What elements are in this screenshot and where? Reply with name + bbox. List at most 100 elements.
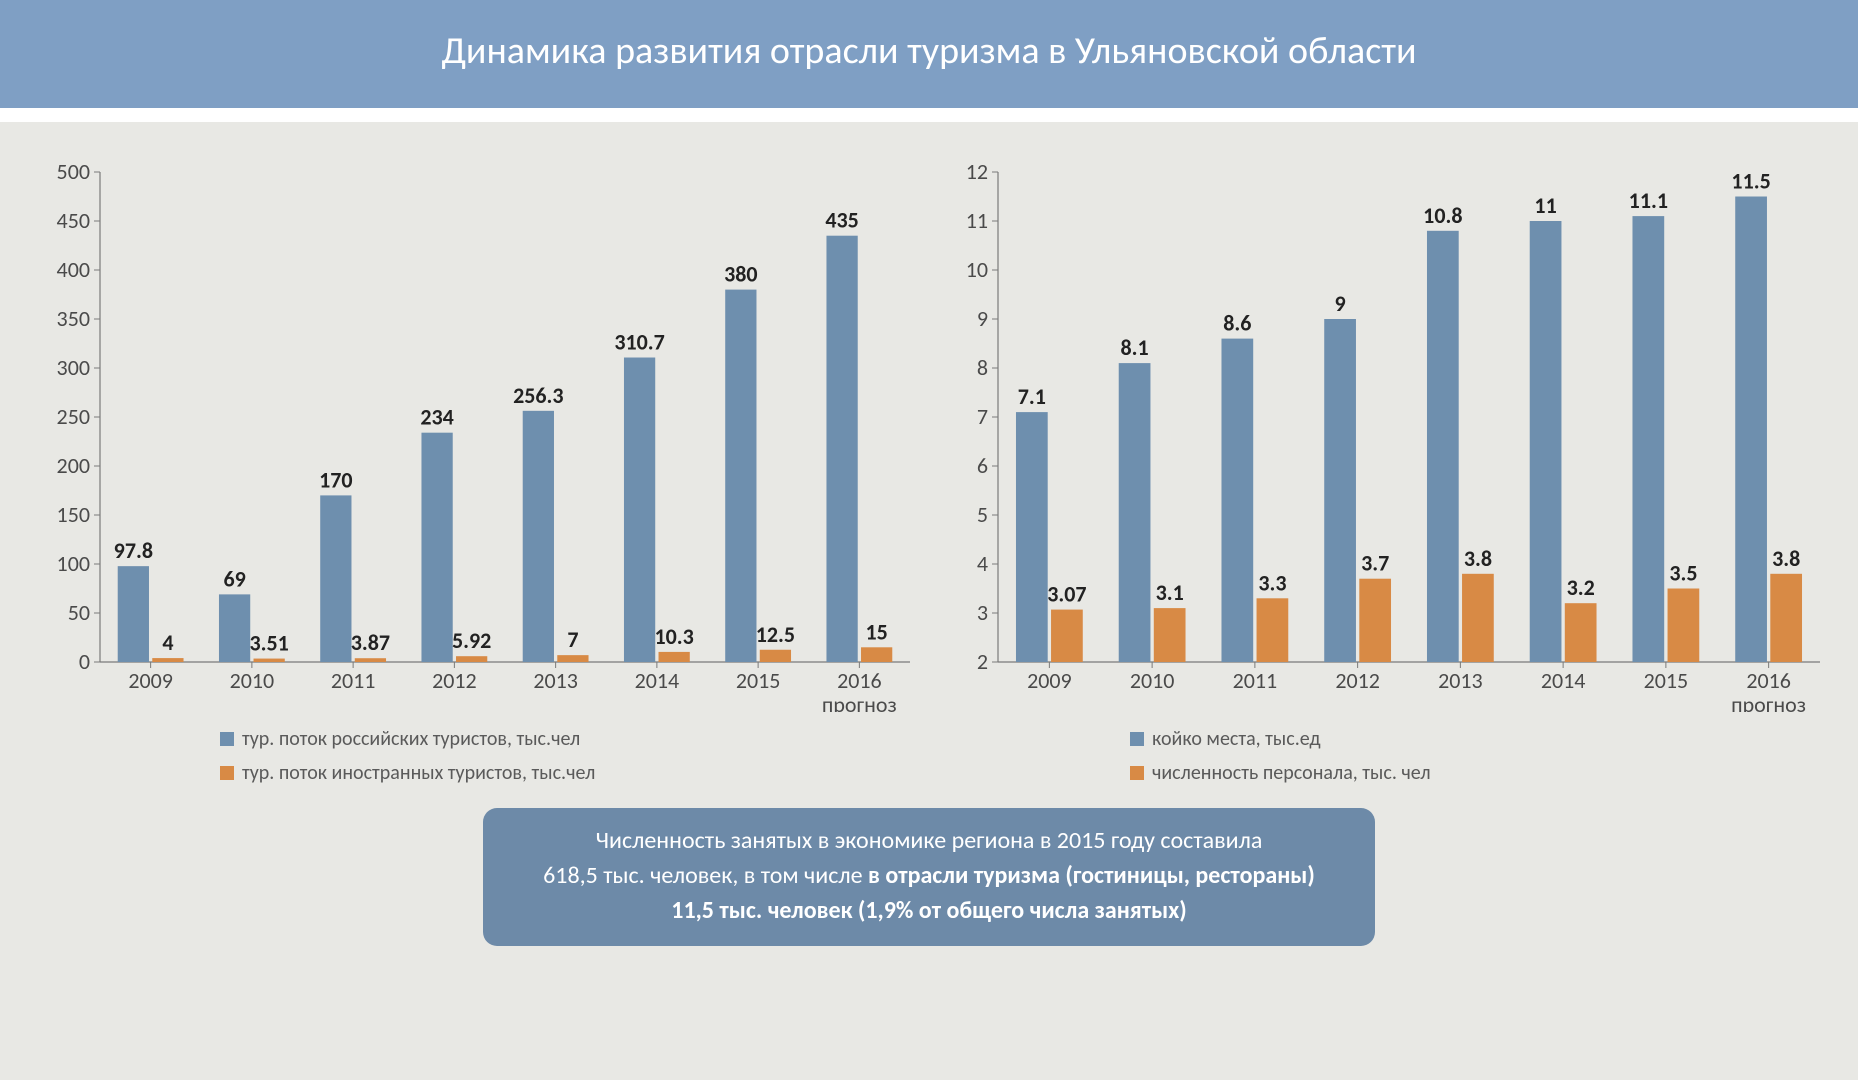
legend-swatch — [1130, 766, 1144, 780]
svg-text:8.1: 8.1 — [1120, 334, 1148, 361]
chart-right-panel: 2 3 4 5 6 7 8 9 10 11 12 2009 7.1 3.07 2010 8.1 3.1 2011 8… — [950, 152, 1830, 790]
svg-text:2010: 2010 — [230, 667, 275, 694]
svg-text:380: 380 — [724, 261, 757, 288]
legend-left: тур. поток российских туристов, тыс.челт… — [40, 722, 920, 790]
svg-text:170: 170 — [319, 466, 352, 493]
svg-text:2011: 2011 — [1233, 667, 1278, 694]
footer-box: Численность занятых в экономике региона … — [483, 808, 1375, 946]
svg-text:3.5: 3.5 — [1669, 560, 1697, 587]
svg-text:200: 200 — [57, 452, 90, 479]
legend-label: койко места, тыс.ед — [1152, 722, 1321, 756]
svg-text:3.51: 3.51 — [249, 630, 288, 657]
svg-text:2014: 2014 — [635, 667, 680, 694]
legend-item: численность персонала, тыс. чел — [1130, 756, 1830, 790]
chart-left-panel: 0 50 100 150 200 250 300 350 400 450 500 2009 97.8 4 2… — [40, 152, 920, 790]
legend-item: койко места, тыс.ед — [1130, 722, 1830, 756]
svg-text:3.07: 3.07 — [1047, 581, 1086, 608]
svg-text:310.7: 310.7 — [614, 329, 664, 356]
svg-text:3.1: 3.1 — [1156, 579, 1184, 606]
svg-text:2: 2 — [977, 648, 988, 675]
svg-text:15: 15 — [865, 618, 887, 645]
svg-text:прогноз: прогноз — [1731, 691, 1806, 712]
legend-label: численность персонала, тыс. чел — [1152, 756, 1431, 790]
svg-text:500: 500 — [57, 158, 90, 185]
legend-item: тур. поток иностранных туристов, тыс.чел — [220, 756, 920, 790]
svg-text:2010: 2010 — [1130, 667, 1175, 694]
legend-swatch — [220, 732, 234, 746]
svg-text:97.8: 97.8 — [114, 537, 153, 564]
page-title-banner: Динамика развития отрасли туризма в Улья… — [0, 0, 1858, 108]
svg-text:7: 7 — [567, 626, 578, 653]
svg-text:2011: 2011 — [331, 667, 376, 694]
svg-text:2009: 2009 — [1027, 667, 1072, 694]
svg-text:234: 234 — [420, 404, 453, 431]
svg-text:3: 3 — [977, 599, 988, 626]
svg-text:2009: 2009 — [128, 667, 173, 694]
svg-text:250: 250 — [57, 403, 90, 430]
svg-text:450: 450 — [57, 207, 90, 234]
svg-text:9: 9 — [1335, 290, 1346, 317]
legend-swatch — [220, 766, 234, 780]
svg-text:8.6: 8.6 — [1223, 310, 1251, 337]
svg-text:11: 11 — [966, 207, 988, 234]
svg-text:350: 350 — [57, 305, 90, 332]
svg-text:11.5: 11.5 — [1731, 168, 1770, 195]
svg-text:2014: 2014 — [1541, 667, 1586, 694]
svg-text:100: 100 — [57, 550, 90, 577]
svg-text:7: 7 — [977, 403, 988, 430]
svg-text:2012: 2012 — [432, 667, 477, 694]
header-gap — [0, 108, 1858, 122]
legend-label: тур. поток российских туристов, тыс.чел — [242, 722, 580, 756]
svg-text:12.5: 12.5 — [756, 621, 795, 648]
svg-text:7.1: 7.1 — [1018, 383, 1046, 410]
svg-text:10.3: 10.3 — [654, 623, 693, 650]
svg-text:4: 4 — [977, 550, 988, 577]
legend-right: койко места, тыс.едчисленность персонала… — [950, 722, 1830, 790]
svg-text:400: 400 — [57, 256, 90, 283]
svg-text:3.7: 3.7 — [1361, 550, 1389, 577]
svg-text:5: 5 — [977, 501, 988, 528]
svg-text:69: 69 — [223, 565, 245, 592]
page-title: Динамика развития отрасли туризма в Улья… — [441, 28, 1416, 74]
svg-text:5.92: 5.92 — [452, 627, 491, 654]
svg-text:3.8: 3.8 — [1772, 545, 1800, 572]
footer-line2b: в отрасли туризма (гостиницы, рестораны) — [868, 861, 1315, 890]
svg-text:300: 300 — [57, 354, 90, 381]
svg-text:4: 4 — [162, 629, 173, 656]
svg-text:2016: 2016 — [1746, 667, 1791, 694]
svg-text:2016: 2016 — [837, 667, 882, 694]
svg-text:прогноз: прогноз — [822, 691, 897, 712]
svg-text:3.3: 3.3 — [1258, 569, 1286, 596]
legend-label: тур. поток иностранных туристов, тыс.чел — [242, 756, 595, 790]
svg-text:435: 435 — [825, 207, 858, 234]
svg-text:8: 8 — [977, 354, 988, 381]
svg-text:3.2: 3.2 — [1567, 574, 1595, 601]
svg-text:11.1: 11.1 — [1629, 187, 1668, 214]
legend-swatch — [1130, 732, 1144, 746]
chart-left: 0 50 100 150 200 250 300 350 400 450 500 2009 97.8 4 2… — [40, 152, 920, 712]
svg-text:2013: 2013 — [1438, 667, 1483, 694]
svg-text:256.3: 256.3 — [513, 382, 563, 409]
footer-line3: 11,5 тыс. человек (1,9% от общего числа … — [671, 896, 1186, 925]
svg-text:150: 150 — [57, 501, 90, 528]
svg-text:3.8: 3.8 — [1464, 545, 1492, 572]
svg-text:10: 10 — [966, 256, 988, 283]
footer-line2a: 618,5 тыс. человек, в том числе — [543, 861, 868, 890]
svg-text:6: 6 — [977, 452, 988, 479]
svg-text:0: 0 — [79, 648, 90, 675]
footer-wrap: Численность занятых в экономике региона … — [0, 808, 1858, 946]
svg-text:9: 9 — [977, 305, 988, 332]
svg-text:50: 50 — [68, 599, 90, 626]
charts-row: 050100150200250300350400450500200997.842… — [0, 122, 1858, 790]
svg-text:12: 12 — [966, 158, 988, 185]
svg-text:3.87: 3.87 — [351, 629, 390, 656]
svg-text:2012: 2012 — [1335, 667, 1380, 694]
svg-text:2013: 2013 — [533, 667, 578, 694]
svg-text:2015: 2015 — [1644, 667, 1689, 694]
svg-text:10.8: 10.8 — [1423, 202, 1462, 229]
svg-text:11: 11 — [1534, 192, 1556, 219]
svg-text:2015: 2015 — [736, 667, 781, 694]
legend-item: тур. поток российских туристов, тыс.чел — [220, 722, 920, 756]
footer-line1: Численность занятых в экономике региона … — [596, 826, 1263, 855]
chart-right: 2 3 4 5 6 7 8 9 10 11 12 2009 7.1 3.07 2010 8.1 3.1 2011 8… — [950, 152, 1830, 712]
